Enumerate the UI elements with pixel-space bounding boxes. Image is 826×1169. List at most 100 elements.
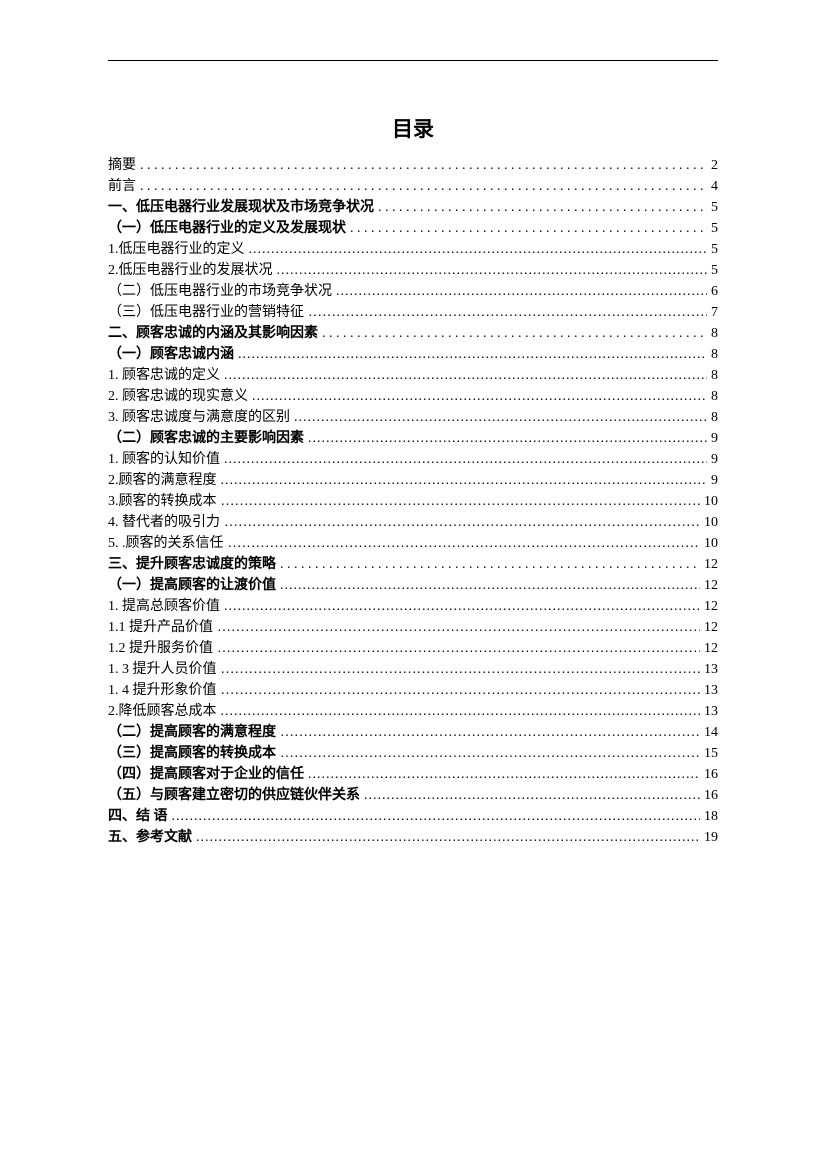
toc-leader <box>350 218 707 239</box>
toc-page: 15 <box>704 743 718 764</box>
toc-entry: （一）低压电器行业的定义及发展现状5 <box>108 218 718 239</box>
toc-entry: 1. 3 提升人员价值13 <box>108 659 718 680</box>
toc-leader <box>196 827 700 848</box>
toc-label: （一）低压电器行业的定义及发展现状 <box>108 218 346 239</box>
toc-entry: 五、参考文献19 <box>108 827 718 848</box>
toc-entry: （二）低压电器行业的市场竞争状况6 <box>108 281 718 302</box>
toc-entry: 一、低压电器行业发展现状及市场竞争状况 5 <box>108 197 718 218</box>
toc-page: 14 <box>704 722 718 743</box>
toc-page: 9 <box>711 428 718 449</box>
toc-label: 1.低压电器行业的定义 <box>108 239 245 260</box>
toc-page: 8 <box>711 365 718 386</box>
toc-page: 5 <box>711 239 718 260</box>
toc-page: 9 <box>711 449 718 470</box>
toc-entry: 3.顾客的转换成本10 <box>108 491 718 512</box>
toc-entry: （一）顾客忠诚内涵 8 <box>108 344 718 365</box>
toc-label: 1.2 提升服务价值 <box>108 638 213 659</box>
toc-page: 8 <box>711 323 718 344</box>
toc-page: 12 <box>704 575 718 596</box>
toc-label: （二）提高顾客的满意程度 <box>108 722 276 743</box>
toc-label: 1. 顾客的认知价值 <box>108 449 220 470</box>
toc-entry: （四）提高顾客对于企业的信任16 <box>108 764 718 785</box>
toc-entry: 3. 顾客忠诚度与满意度的区别 8 <box>108 407 718 428</box>
toc-label: （一）提高顾客的让渡价值 <box>108 575 276 596</box>
toc-entry: 2.降低顾客总成本 13 <box>108 701 718 722</box>
toc-entry: 二、顾客忠诚的内涵及其影响因素 8 <box>108 323 718 344</box>
toc-page: 13 <box>704 659 718 680</box>
toc-label: 前言 <box>108 176 136 197</box>
toc-entry: 1. 顾客的认知价值 9 <box>108 449 718 470</box>
toc-entry: 5. .顾客的关系信任10 <box>108 533 718 554</box>
toc-leader <box>364 785 700 806</box>
toc-leader <box>224 449 707 470</box>
toc-page: 8 <box>711 407 718 428</box>
toc-leader <box>224 596 700 617</box>
toc-leader <box>308 764 700 785</box>
toc-page: 13 <box>704 680 718 701</box>
toc-leader <box>252 386 707 407</box>
toc-entry: 1.2 提升服务价值 12 <box>108 638 718 659</box>
toc-entry: （三）低压电器行业的营销特征 7 <box>108 302 718 323</box>
toc-label: 4. 替代者的吸引力 <box>108 512 220 533</box>
toc-label: 1. 提高总顾客价值 <box>108 596 220 617</box>
toc-leader <box>221 659 701 680</box>
toc-leader <box>238 344 707 365</box>
toc-page: 12 <box>704 638 718 659</box>
toc-container: 摘要2前言4一、低压电器行业发展现状及市场竞争状况5（一）低压电器行业的定义及发… <box>108 155 718 848</box>
toc-leader <box>308 428 707 449</box>
toc-label: 1.1 提升产品价值 <box>108 617 213 638</box>
toc-leader <box>217 617 700 638</box>
toc-entry: 前言4 <box>108 176 718 197</box>
toc-entry: （五）与顾客建立密切的供应链伙伴关系 16 <box>108 785 718 806</box>
toc-entry: 1.1 提升产品价值 12 <box>108 617 718 638</box>
toc-leader <box>172 806 701 827</box>
toc-label: 2.降低顾客总成本 <box>108 701 217 722</box>
toc-label: （一）顾客忠诚内涵 <box>108 344 234 365</box>
toc-page: 12 <box>704 617 718 638</box>
toc-page: 16 <box>704 785 718 806</box>
toc-label: （五）与顾客建立密切的供应链伙伴关系 <box>108 785 360 806</box>
toc-label: 2. 顾客忠诚的现实意义 <box>108 386 248 407</box>
toc-leader <box>277 260 708 281</box>
toc-label: 5. .顾客的关系信任 <box>108 533 224 554</box>
toc-page: 5 <box>711 197 718 218</box>
toc-leader <box>294 407 707 428</box>
toc-page: 2 <box>711 155 718 176</box>
toc-label: 2.顾客的满意程度 <box>108 470 217 491</box>
toc-leader <box>221 470 708 491</box>
top-rule <box>108 60 718 61</box>
toc-leader <box>336 281 707 302</box>
toc-leader <box>308 302 707 323</box>
toc-label: 三、提升顾客忠诚度的策略 <box>108 554 276 575</box>
toc-label: （三）低压电器行业的营销特征 <box>108 302 304 323</box>
toc-page: 18 <box>704 806 718 827</box>
toc-leader <box>378 197 707 218</box>
toc-page: 9 <box>711 470 718 491</box>
toc-page: 10 <box>704 512 718 533</box>
toc-page: 7 <box>711 302 718 323</box>
toc-page: 8 <box>711 386 718 407</box>
toc-entry: 四、结 语18 <box>108 806 718 827</box>
toc-leader <box>221 491 701 512</box>
toc-entry: 摘要 2 <box>108 155 718 176</box>
toc-entry: 1.低压电器行业的定义 5 <box>108 239 718 260</box>
toc-leader <box>224 365 707 386</box>
toc-entry: （一）提高顾客的让渡价值 12 <box>108 575 718 596</box>
toc-label: 2.低压电器行业的发展状况 <box>108 260 273 281</box>
toc-entry: （三）提高顾客的转换成本 15 <box>108 743 718 764</box>
toc-label: 摘要 <box>108 155 136 176</box>
toc-leader <box>228 533 701 554</box>
toc-leader <box>221 701 701 722</box>
toc-leader <box>249 239 708 260</box>
toc-page: 13 <box>704 701 718 722</box>
toc-label: （三）提高顾客的转换成本 <box>108 743 276 764</box>
toc-entry: 4. 替代者的吸引力 10 <box>108 512 718 533</box>
toc-leader <box>140 155 707 176</box>
toc-label: 一、低压电器行业发展现状及市场竞争状况 <box>108 197 374 218</box>
toc-label: 3.顾客的转换成本 <box>108 491 217 512</box>
toc-entry: 1. 4 提升形象价值13 <box>108 680 718 701</box>
toc-leader <box>280 722 700 743</box>
toc-entry: （二）顾客忠诚的主要影响因素 9 <box>108 428 718 449</box>
toc-entry: 1. 提高总顾客价值 12 <box>108 596 718 617</box>
toc-label: 二、顾客忠诚的内涵及其影响因素 <box>108 323 318 344</box>
